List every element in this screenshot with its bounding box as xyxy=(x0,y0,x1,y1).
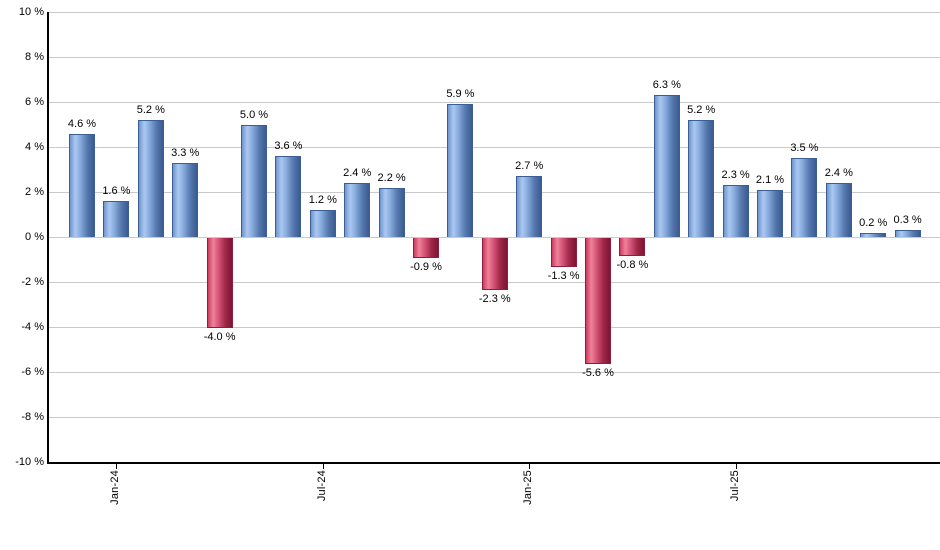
bar xyxy=(550,238,577,268)
y-axis-tick-label: 4 % xyxy=(25,141,44,153)
y-gridline xyxy=(48,102,940,103)
bar-value-label: 2.4 % xyxy=(343,167,372,179)
bar xyxy=(103,201,130,237)
bar-value-label: 0.3 % xyxy=(893,214,922,227)
y-axis-line xyxy=(47,12,49,464)
bar-value-label: 5.2 % xyxy=(687,104,716,116)
y-axis-tick-label: -2 % xyxy=(21,276,44,288)
bar xyxy=(688,120,715,237)
x-axis-tick-label: Jan-25 xyxy=(522,470,535,505)
bar-value-label: 5.9 % xyxy=(446,88,475,101)
bar xyxy=(791,158,818,237)
bar-value-label: 2.3 % xyxy=(721,169,750,182)
y-gridline xyxy=(48,372,940,373)
bar xyxy=(378,187,405,237)
y-gridline xyxy=(48,237,940,238)
y-gridline xyxy=(48,417,940,418)
y-axis-tick-label: -4 % xyxy=(21,321,44,333)
y-axis-tick-label: -10 % xyxy=(15,456,44,468)
x-axis-tick-mark xyxy=(735,464,737,469)
bar xyxy=(344,183,371,237)
bar-value-label: 3.3 % xyxy=(171,146,200,159)
bar xyxy=(275,156,302,237)
bar xyxy=(757,189,783,237)
y-gridline xyxy=(48,57,940,58)
y-axis-tick-label: 6 % xyxy=(25,96,44,108)
bar xyxy=(447,104,474,237)
bar xyxy=(722,185,749,237)
y-gridline xyxy=(48,147,940,148)
bar xyxy=(137,120,164,237)
x-axis-tick-mark xyxy=(116,464,118,469)
bar-value-label: 2.7 % xyxy=(515,160,544,173)
bar-value-label: 2.1 % xyxy=(755,173,785,186)
x-axis-tick-label: Jul-24 xyxy=(315,470,328,502)
bar xyxy=(413,238,439,259)
bar xyxy=(309,210,336,237)
bar xyxy=(69,133,95,237)
bar xyxy=(481,238,508,290)
bar-value-label: 6.3 % xyxy=(652,79,681,92)
bar-value-label: 5.2 % xyxy=(136,104,165,116)
y-axis-tick-label: 0 % xyxy=(25,231,44,243)
y-axis-tick-label: -6 % xyxy=(21,366,44,378)
bar-value-label: 4.6 % xyxy=(67,117,97,130)
y-gridline xyxy=(48,12,940,13)
x-axis-line xyxy=(47,462,940,464)
bar xyxy=(172,162,199,237)
bar-value-label: -5.6 % xyxy=(582,367,614,379)
bar xyxy=(860,232,887,237)
x-axis-tick-mark xyxy=(322,464,324,469)
bar-value-label: 1.2 % xyxy=(308,194,337,206)
y-axis-tick-label: -8 % xyxy=(21,411,44,423)
bar-value-label: 3.5 % xyxy=(790,142,819,155)
bar-value-label: -1.3 % xyxy=(547,270,580,283)
bar xyxy=(619,238,646,256)
bar xyxy=(653,95,680,237)
bar-value-label: 1.6 % xyxy=(102,185,131,197)
bar-value-label: 5.0 % xyxy=(239,108,269,121)
bar xyxy=(241,124,267,237)
bar xyxy=(206,238,233,328)
x-axis-tick-label: Jul-25 xyxy=(728,470,741,502)
bar-value-label: 3.6 % xyxy=(274,140,303,152)
y-axis-tick-label: 2 % xyxy=(25,186,44,198)
bar xyxy=(894,230,921,237)
bar-value-label: -0.8 % xyxy=(616,259,649,271)
bar-value-label: -2.3 % xyxy=(478,292,511,305)
bar xyxy=(825,183,852,237)
y-gridline xyxy=(48,192,940,193)
bar-value-label: 0.2 % xyxy=(859,216,888,229)
x-axis-tick-label: Jan-24 xyxy=(109,470,122,505)
y-gridline xyxy=(48,327,940,328)
bar-value-label: 2.4 % xyxy=(824,167,853,179)
bar-value-label: -0.9 % xyxy=(410,261,442,274)
x-axis-tick-mark xyxy=(529,464,531,469)
y-axis-tick-label: 8 % xyxy=(25,51,44,63)
bar-value-label: -4.0 % xyxy=(203,331,236,343)
bar xyxy=(585,238,611,364)
y-axis-tick-label: 10 % xyxy=(18,6,44,18)
bar xyxy=(516,176,543,237)
bar-value-label: 2.2 % xyxy=(377,171,406,184)
